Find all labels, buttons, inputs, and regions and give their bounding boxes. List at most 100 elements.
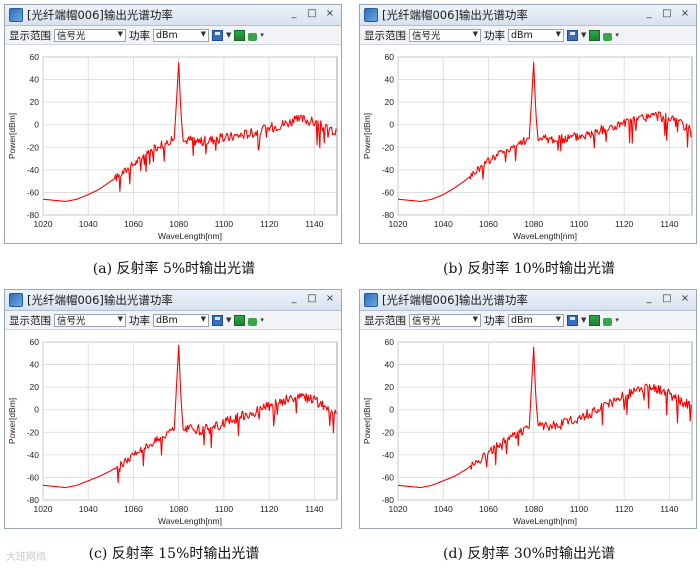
- chevron-down-icon: ▼: [200, 29, 206, 38]
- power-unit-select[interactable]: dBm ▼: [508, 313, 564, 327]
- spectrum-window: [光纤端帽006]输出光谱功率 _ □ × 显示范围 信号光 ▼ 功率 dBm ▼ …: [359, 289, 697, 529]
- power-unit-value: dBm: [156, 314, 178, 326]
- range-select[interactable]: 信号光 ▼: [409, 313, 481, 327]
- y-tick-label: -20: [382, 427, 395, 437]
- close-button[interactable]: ×: [325, 293, 335, 304]
- x-tick-label: 1060: [479, 504, 498, 514]
- power-unit-select[interactable]: dBm ▼: [508, 28, 564, 42]
- x-tick-label: 1040: [79, 219, 98, 229]
- y-tick-label: -40: [27, 165, 40, 175]
- chevron-down-icon[interactable]: ▼: [581, 31, 587, 39]
- table-icon[interactable]: [234, 29, 246, 41]
- x-tick-label: 1020: [389, 219, 408, 229]
- power-unit-select[interactable]: dBm ▼: [153, 28, 209, 42]
- close-button[interactable]: ×: [680, 8, 690, 19]
- y-tick-label: -20: [382, 142, 395, 152]
- y-tick-label: 20: [30, 382, 40, 392]
- spectrum-window: [光纤端帽006]输出光谱功率 _ □ × 显示范围 信号光 ▼ 功率 dBm ▼ …: [4, 4, 342, 244]
- maximize-button[interactable]: □: [307, 8, 317, 19]
- chevron-down-icon[interactable]: ▼: [226, 31, 232, 39]
- y-tick-label: -20: [27, 142, 40, 152]
- overflow-chevron-icon[interactable]: ▾: [615, 31, 619, 39]
- power-label: 功率: [484, 29, 505, 42]
- range-select[interactable]: 信号光 ▼: [409, 28, 481, 42]
- y-tick-label: 40: [30, 360, 40, 370]
- y-tick-label: 0: [34, 120, 39, 130]
- minimize-button[interactable]: _: [291, 8, 297, 19]
- window-title: [光纤端帽006]输出光谱功率: [27, 8, 173, 22]
- overflow-chevron-icon[interactable]: ▾: [260, 31, 264, 39]
- power-label: 功率: [484, 314, 505, 327]
- table-icon[interactable]: [234, 314, 246, 326]
- lock-icon[interactable]: [603, 317, 613, 326]
- x-tick-label: 1060: [479, 219, 498, 229]
- chevron-down-icon[interactable]: ▼: [581, 316, 587, 324]
- window-titlebar[interactable]: [光纤端帽006]输出光谱功率 _ □ ×: [360, 290, 696, 311]
- window-titlebar[interactable]: [光纤端帽006]输出光谱功率 _ □ ×: [5, 290, 341, 311]
- minimize-button[interactable]: _: [291, 293, 297, 304]
- spectrum-chart: 1020 1040 1060 1080 1100 1120 1140 -80 -60 -40 -20…: [7, 337, 338, 526]
- range-label: 显示范围: [9, 314, 51, 327]
- minimize-button[interactable]: _: [646, 293, 652, 304]
- app-icon: [364, 8, 378, 22]
- close-button[interactable]: ×: [325, 8, 335, 19]
- y-tick-label: 20: [385, 97, 395, 107]
- chevron-down-icon: ▼: [200, 314, 206, 323]
- power-label: 功率: [129, 29, 150, 42]
- save-icon[interactable]: [212, 314, 223, 326]
- y-tick-label: 20: [385, 382, 395, 392]
- x-tick-label: 1040: [79, 504, 98, 514]
- power-unit-select[interactable]: dBm ▼: [153, 313, 209, 327]
- y-tick-label: -40: [27, 450, 40, 460]
- app-icon: [364, 293, 378, 307]
- x-tick-label: 1120: [260, 219, 279, 229]
- chevron-down-icon: ▼: [472, 29, 478, 38]
- power-unit-value: dBm: [511, 29, 533, 41]
- chevron-down-icon: ▼: [472, 314, 478, 323]
- toolbar: 显示范围 信号光 ▼ 功率 dBm ▼ ▼ ▾: [5, 311, 341, 330]
- y-tick-label: -60: [382, 187, 395, 197]
- x-tick-label: 1100: [570, 504, 589, 514]
- spectrum-chart: 1020 1040 1060 1080 1100 1120 1140 -80 -60 -40 -20…: [362, 52, 693, 241]
- close-button[interactable]: ×: [680, 293, 690, 304]
- minimize-button[interactable]: _: [646, 8, 652, 19]
- maximize-button[interactable]: □: [662, 8, 672, 19]
- chevron-down-icon: ▼: [117, 29, 123, 38]
- lock-icon[interactable]: [248, 32, 258, 41]
- plot-area: [42, 341, 338, 501]
- chevron-down-icon: ▼: [117, 314, 123, 323]
- table-icon[interactable]: [589, 314, 601, 326]
- overflow-chevron-icon[interactable]: ▾: [260, 316, 264, 324]
- x-axis-label: WaveLength[nm]: [513, 516, 577, 526]
- table-icon[interactable]: [589, 29, 601, 41]
- window-titlebar[interactable]: [光纤端帽006]输出光谱功率 _ □ ×: [360, 5, 696, 26]
- y-tick-label: -80: [27, 210, 40, 220]
- x-axis-label: WaveLength[nm]: [158, 231, 222, 241]
- range-label: 显示范围: [364, 314, 406, 327]
- range-select[interactable]: 信号光 ▼: [54, 313, 126, 327]
- chevron-down-icon[interactable]: ▼: [226, 316, 232, 324]
- range-select[interactable]: 信号光 ▼: [54, 28, 126, 42]
- app-icon: [9, 8, 23, 22]
- y-axis-label: Power[dBm]: [7, 113, 17, 159]
- x-tick-label: 1100: [570, 219, 589, 229]
- toolbar: 显示范围 信号光 ▼ 功率 dBm ▼ ▼ ▾: [360, 311, 696, 330]
- lock-icon[interactable]: [248, 317, 258, 326]
- x-tick-label: 1080: [169, 219, 188, 229]
- spectrum-chart: 1020 1040 1060 1080 1100 1120 1140 -80 -60 -40 -20…: [362, 337, 693, 526]
- x-tick-label: 1020: [389, 504, 408, 514]
- window-titlebar[interactable]: [光纤端帽006]输出光谱功率 _ □ ×: [5, 5, 341, 26]
- power-unit-value: dBm: [156, 29, 178, 41]
- maximize-button[interactable]: □: [307, 293, 317, 304]
- x-tick-label: 1080: [524, 219, 543, 229]
- y-tick-label: 60: [30, 52, 40, 62]
- y-tick-label: -40: [382, 450, 395, 460]
- lock-icon[interactable]: [603, 32, 613, 41]
- maximize-button[interactable]: □: [662, 293, 672, 304]
- overflow-chevron-icon[interactable]: ▾: [615, 316, 619, 324]
- save-icon[interactable]: [212, 29, 223, 41]
- y-tick-label: -60: [27, 187, 40, 197]
- x-tick-label: 1020: [34, 504, 53, 514]
- save-icon[interactable]: [567, 29, 578, 41]
- save-icon[interactable]: [567, 314, 578, 326]
